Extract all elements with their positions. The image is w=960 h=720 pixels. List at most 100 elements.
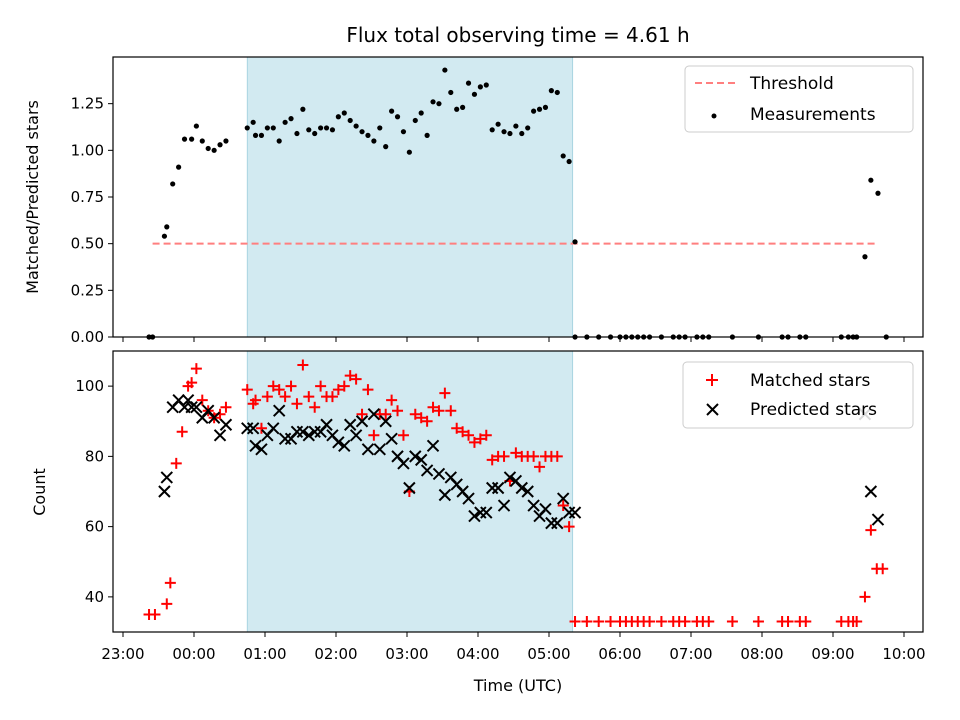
matched-star-point [315,380,327,392]
predicted-star-point [267,422,280,435]
predicted-star-point [562,506,576,519]
predicted-star-point [438,488,452,502]
x-tick-label: 01:00 [243,645,286,663]
matched-star-point [190,363,202,375]
matched-legend-label: Matched stars [750,371,870,391]
measurement-point [471,91,478,97]
predicted-star-point [480,506,493,519]
predicted-star-point [556,492,570,505]
measurement-point [400,129,407,135]
x-tick-label: 02:00 [314,645,357,663]
predicted-star-point [213,429,227,442]
matched-star-point [397,429,409,441]
chart-title: Flux total observing time = 4.61 h [346,23,689,47]
x-tick-label: 06:00 [598,645,641,663]
predicted-star-point [290,425,304,438]
measurement-point [394,114,401,120]
measurement-point [489,127,495,133]
predicted-star-point [190,400,203,414]
measurement-point [430,99,436,105]
measurement-point [495,121,501,127]
x-tick-label: 04:00 [456,645,499,663]
measurement-point [181,136,188,142]
predicted-star-point [338,439,351,453]
measurement-point [258,132,265,138]
measurement-point [365,132,371,138]
x-tick-label: 05:00 [527,645,570,663]
predicted-star-point [491,481,505,495]
matched-star-point [451,422,463,434]
matched-star-point [605,615,617,627]
y-tick-label: 0.25 [71,281,104,299]
measurement-point [531,108,537,114]
measurement-point [554,89,560,96]
matched-star-point [865,524,877,536]
predicted-star-point [185,400,198,414]
matched-star-point [480,429,492,441]
predicted-star-point [241,422,254,435]
matched-star-point [338,380,350,392]
x-tick-label: 00:00 [172,645,215,663]
matched-star-point [241,384,253,396]
predicted-star-point [379,415,392,428]
predicted-star-point [545,516,558,530]
measurement-point [205,145,211,152]
matched-star-point [297,359,309,371]
matched-star-point [851,615,863,627]
matched-star-point [593,615,605,627]
matched-star-point [415,412,427,424]
matched-star-point [344,370,356,382]
predicted-star-point [462,492,475,505]
matched-star-point [273,384,285,396]
matched-star-point [326,391,338,403]
matched-star-point [557,500,569,512]
measurement-point [507,130,513,137]
measurement-point [483,82,489,88]
measurement-point [353,123,359,129]
predicted-star-point [468,509,481,523]
measurement-point [264,125,270,131]
x-axis-label: Time (UTC) [473,676,562,695]
matched-star-point [255,422,267,434]
predicted-legend-label: Predicted stars [750,400,877,420]
matched-star-point [655,615,667,627]
matched-star-point [782,615,794,627]
matched-star-point [356,408,368,420]
measurement-point [572,239,578,245]
predicted-star-point [158,485,171,498]
measurement-point [536,106,543,112]
predicted-star-point [527,499,540,512]
measurement-point [519,130,525,137]
matched-star-point [644,615,656,627]
measurement-point [164,224,170,230]
matched-star-point [563,521,575,533]
matched-star-point [332,384,344,396]
y-tick-label: 60 [85,518,104,536]
measurement-point [359,129,365,135]
matched-star-point [409,408,421,420]
predicted-star-point [385,432,398,446]
measurement-point [442,67,448,73]
matched-star-point [534,461,546,473]
measurement-point [513,123,519,129]
threshold-legend-label: Threshold [749,74,834,94]
measurement-point [418,110,424,116]
measurement-point [306,127,312,133]
measurement-point [199,138,205,144]
measurement-point [189,136,195,142]
measurement-point [211,147,217,153]
matched-star-point [445,405,457,417]
bottom-panel: 40 60 80 100 23:00 00:00 01:00 02:00 03:00 04:00… [30,350,926,695]
top-axes-frame [112,56,924,338]
matched-star-point [350,373,362,385]
measurement-point [460,104,466,110]
measurement-point [217,142,223,148]
measurement-point [341,110,347,116]
x-tick-label: 09:00 [811,645,854,663]
x-tick-label: 07:00 [669,645,712,663]
matched-star-point [386,394,398,406]
measurement-point [288,116,294,122]
measurement-point [329,127,336,133]
top-observing-span [246,56,574,338]
